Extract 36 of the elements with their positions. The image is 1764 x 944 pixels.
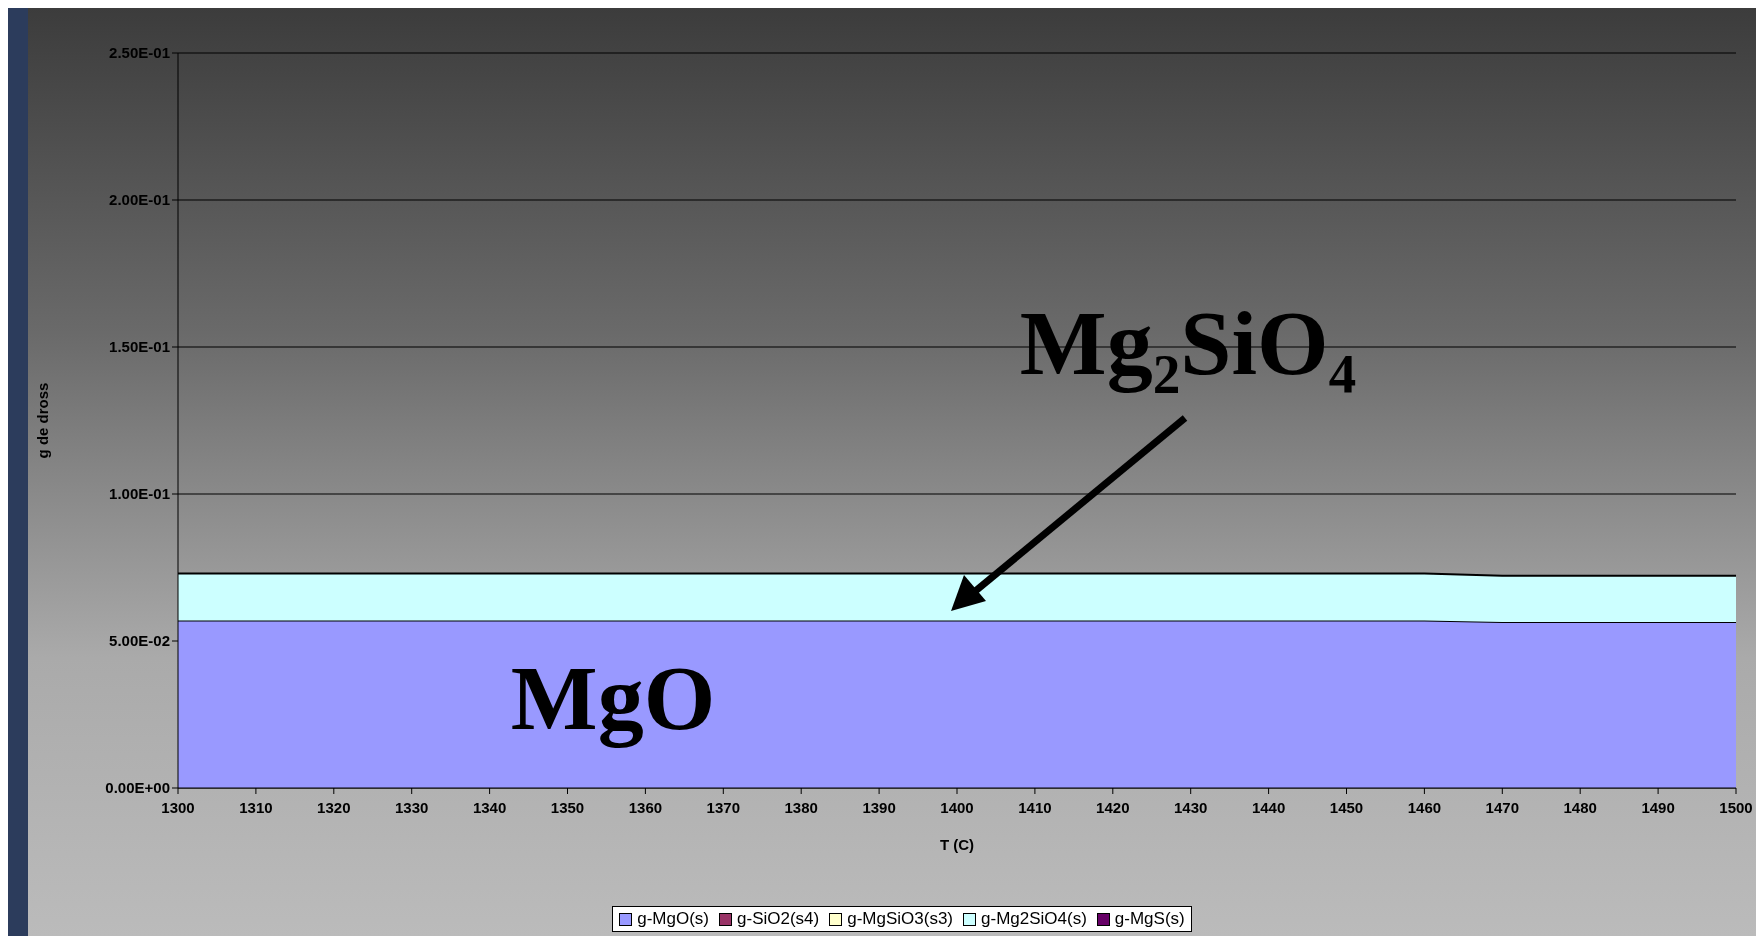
annotation: MgO	[510, 647, 716, 750]
x-tick-label: 1400	[940, 798, 974, 816]
y-tick-label: 5.00E-02	[109, 632, 170, 650]
x-tick-label: 1500	[1719, 798, 1753, 816]
y-tick-label: 0.00E+00	[105, 779, 170, 797]
x-tick-label: 1330	[395, 798, 429, 816]
x-tick-label: 1450	[1329, 798, 1364, 816]
y-axis-title: g de dross	[34, 382, 52, 459]
x-tick-label: 1420	[1096, 798, 1130, 816]
x-tick-label: 1410	[1018, 798, 1052, 816]
x-tick-label: 1380	[784, 798, 818, 816]
x-tick-label: 1350	[550, 798, 585, 816]
x-tick-label: 1370	[706, 798, 740, 816]
y-tick-label: 2.00E-01	[109, 191, 170, 209]
x-axis-title: T (C)	[939, 836, 975, 853]
legend-label: g-SiO2(s4)	[737, 909, 820, 929]
legend-label: g-MgSiO3(s3)	[847, 909, 954, 929]
legend-label: g-MgS(s)	[1114, 909, 1185, 929]
x-tick-label: 1320	[317, 798, 351, 816]
legend-label: g-Mg2SiO4(s)	[981, 909, 1087, 929]
x-tick-label: 1460	[1407, 798, 1442, 816]
x-tick-label: 1340	[472, 798, 507, 816]
x-tick-label: 1430	[1174, 798, 1208, 816]
x-tick-label: 1480	[1563, 798, 1597, 816]
x-tick-label: 1300	[161, 798, 195, 816]
annotation: Mg₂SiO₄	[1019, 292, 1357, 395]
x-tick-label: 1310	[239, 798, 273, 816]
y-tick-label: 1.50E-01	[109, 338, 170, 356]
x-tick-label: 1470	[1485, 798, 1519, 816]
legend-label: g-MgO(s)	[637, 909, 710, 929]
y-tick-label: 1.00E-01	[109, 485, 170, 503]
y-tick-label: 2.50E-01	[109, 44, 170, 62]
x-tick-label: 1490	[1641, 798, 1675, 816]
x-tick-label: 1440	[1251, 798, 1286, 816]
x-tick-label: 1390	[862, 798, 896, 816]
x-tick-label: 1360	[628, 798, 663, 816]
